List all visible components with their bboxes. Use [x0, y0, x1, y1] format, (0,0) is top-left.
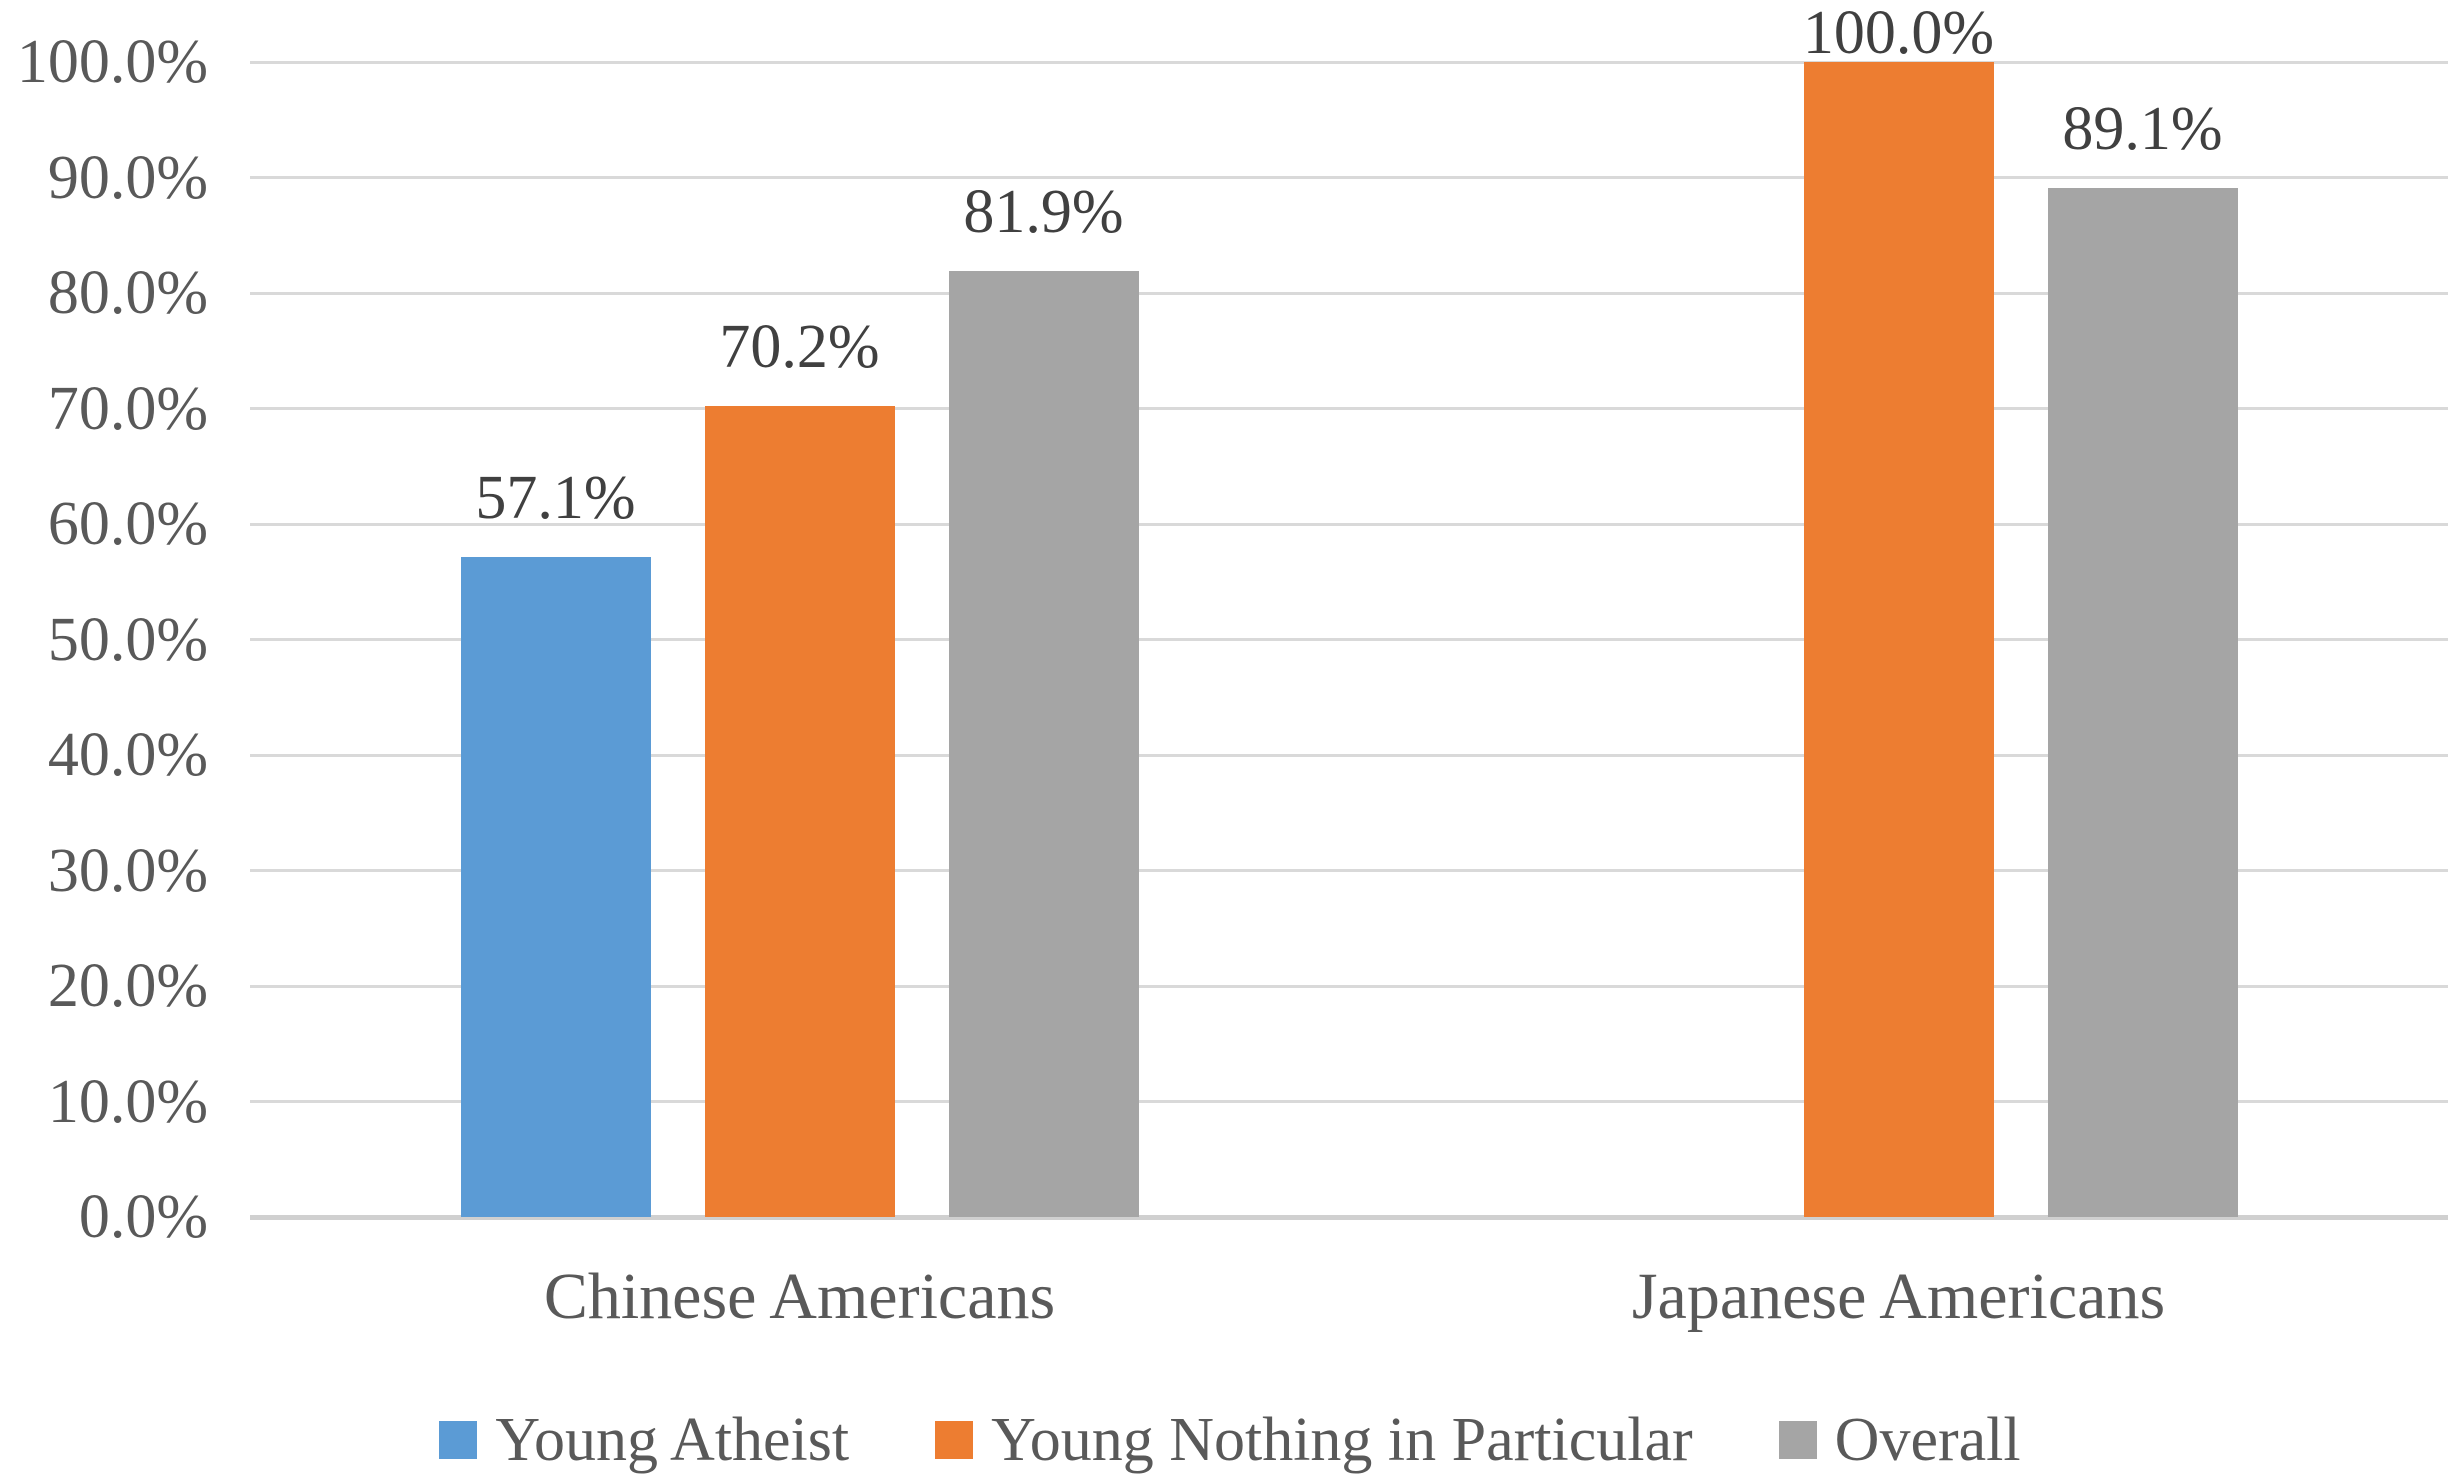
data-label-young-nothing-in-particular-japanese-americans: 100.0%: [1802, 0, 1995, 67]
gridline: [250, 60, 2448, 64]
y-tick-label: 10.0%: [47, 1067, 208, 1136]
gridline: [250, 1100, 2448, 1103]
gridline: [250, 984, 2448, 988]
category-label-japanese-americans: Japanese Americans: [1631, 1260, 2166, 1333]
y-tick-label: 100.0%: [16, 28, 208, 96]
y-tick-label: 20.0%: [47, 952, 208, 1020]
data-label-young-atheist-chinese-americans: 57.1%: [475, 464, 636, 533]
bar-young-nothing-in-particular-chinese-americans: [704, 406, 895, 1217]
legend-label: Young Atheist: [495, 1406, 850, 1474]
data-label-overall-chinese-americans: 81.9%: [963, 178, 1124, 247]
legend-swatch-icon: [1778, 1421, 1817, 1459]
data-label-young-nothing-in-particular-chinese-americans: 70.2%: [719, 313, 880, 382]
y-tick-label: 80.0%: [47, 259, 208, 327]
y-tick-label: 60.0%: [47, 490, 208, 558]
data-label-overall-japanese-americans: 89.1%: [2062, 94, 2223, 163]
gridline: [250, 407, 2448, 410]
y-tick-label: 40.0%: [47, 721, 208, 789]
legend-swatch-icon: [935, 1421, 974, 1459]
gridline: [250, 753, 2448, 757]
legend-label: Young Nothing in Particular: [991, 1406, 1693, 1474]
legend: Young Atheist Young Nothing in Particular…: [0, 1402, 2460, 1476]
y-tick-label: 90.0%: [47, 143, 208, 212]
y-tick-label: 70.0%: [47, 374, 208, 443]
bar-young-atheist-chinese-americans: [460, 557, 651, 1217]
gridline: [250, 176, 2448, 179]
gridline: [250, 638, 2448, 641]
y-tick-label: 30.0%: [47, 836, 208, 905]
x-axis-line: [250, 1214, 2448, 1220]
legend-item-young-nothing-in-particular: Young Nothing in Particular: [935, 1407, 1693, 1473]
y-tick-label: 0.0%: [78, 1183, 208, 1251]
y-tick-label: 50.0%: [47, 605, 208, 674]
legend-swatch-icon: [439, 1421, 478, 1459]
gridline: [250, 869, 2448, 872]
legend-item-overall: Overall: [1778, 1406, 2021, 1474]
gridline: [250, 522, 2448, 526]
legend-item-young-atheist: Young Atheist: [439, 1407, 849, 1473]
bar-overall-japanese-americans: [2047, 187, 2238, 1217]
legend-label: Overall: [1834, 1406, 2021, 1474]
bar-young-nothing-in-particular-japanese-americans: [1803, 62, 1994, 1217]
category-label-chinese-americans: Chinese Americans: [543, 1260, 1056, 1333]
bar-overall-chinese-americans: [948, 271, 1139, 1217]
gridline: [250, 291, 2448, 295]
